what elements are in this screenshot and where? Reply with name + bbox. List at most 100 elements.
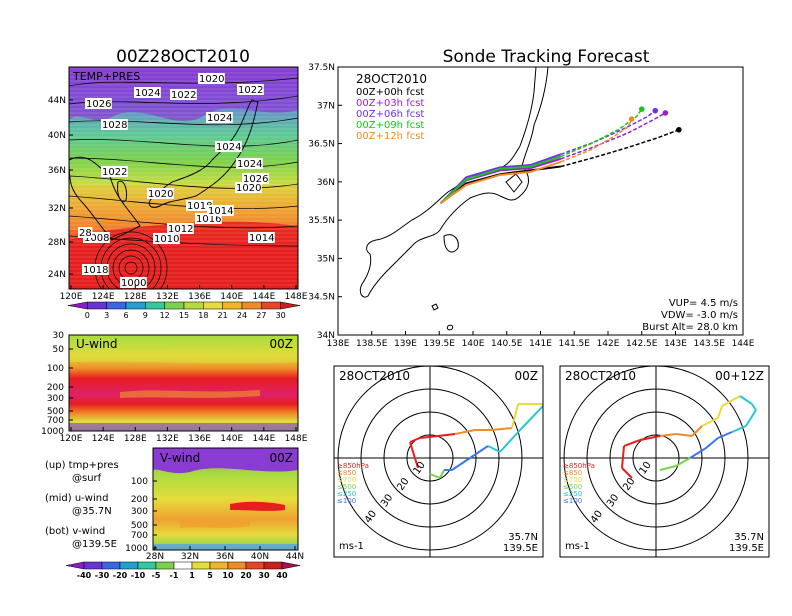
hodo-level-label: ≤850 xyxy=(337,469,356,477)
tracking-y-tick-label: 35N xyxy=(317,254,335,264)
u-x-tick-label: 132E xyxy=(156,434,179,444)
tp-label: TEMP+PRES xyxy=(72,70,140,83)
colorbar-swatch xyxy=(87,301,107,310)
u-y-tick-label: 1000 xyxy=(41,427,64,437)
colorbar-tick-label: 3 xyxy=(104,311,109,320)
hodo-trace xyxy=(487,445,501,453)
track-line-dashed xyxy=(560,108,643,158)
hodo-level-label: ≤250 xyxy=(337,490,356,498)
track-line-solid xyxy=(439,155,562,205)
pressure-label-text: 1020 xyxy=(199,74,224,85)
tracking-x-tick-label: 144E xyxy=(732,339,755,349)
hodo-frame xyxy=(559,365,770,558)
hodo-trace xyxy=(701,417,719,427)
pressure-label-text: 1008 xyxy=(84,233,109,244)
tracking-x-tick-label: 143E xyxy=(664,339,687,349)
hodo-lon: 139.5E xyxy=(729,543,764,554)
u-y-tick-label: 30 xyxy=(53,331,65,341)
u-y-tick-label: 100 xyxy=(47,364,64,374)
pressure-label-text: 1016 xyxy=(196,214,221,225)
u-x-tick-label: 128E xyxy=(124,434,147,444)
tp-y-tick-label: 44N xyxy=(48,96,66,106)
pressure-label-text: 1024 xyxy=(237,159,262,170)
pressure-label-text: 1020 xyxy=(236,183,261,194)
tp-y-tick-label: 36N xyxy=(48,166,66,176)
pressure-label: 1024 xyxy=(134,87,161,99)
pressure-label: 1026 xyxy=(242,173,269,185)
tracking-x-tick-label: 140E xyxy=(462,339,485,349)
hodo-date: 28OCT2010 xyxy=(565,369,636,383)
track-line-solid xyxy=(439,153,562,204)
u-x-tick-label: 124E xyxy=(92,434,115,444)
hodo-trace xyxy=(659,433,677,437)
tracking-y-tick-label: 37.5N xyxy=(308,63,335,73)
colorbar-tick-label: 24 xyxy=(237,311,247,320)
track-line-solid xyxy=(440,160,562,205)
pressure-label: 1008 xyxy=(83,232,110,244)
tracking-map xyxy=(338,67,743,335)
v-x-tick-label: 36N xyxy=(216,552,234,562)
hodo-trace xyxy=(621,467,633,479)
hodo-level-label: ≤500 xyxy=(563,483,582,491)
hodo-time: 00+12Z xyxy=(715,369,764,383)
pressure-label: 1024 xyxy=(215,141,242,153)
pressure-label-bg xyxy=(153,233,180,244)
hodo-level-label: ≥850hPa xyxy=(563,462,595,470)
tracking-y-tick-label: 36.5N xyxy=(308,140,335,150)
legend-up-1: (up) tmp+pres xyxy=(45,460,119,471)
hodo-trace xyxy=(511,403,519,429)
tracking-x-tick-label: 138.5E xyxy=(356,339,388,349)
tp-x-axis: 120E 124E 128E 132E 136E 140E 144E 148E xyxy=(60,285,308,302)
pressure-label: 1018 xyxy=(186,200,213,212)
pressure-label: 1018 xyxy=(82,264,109,276)
pressure-label-text: 1012 xyxy=(168,224,193,235)
u-x-tick-label: 144E xyxy=(252,434,275,444)
pressure-label: 1000 xyxy=(120,277,147,289)
tp-x-tick-label: 136E xyxy=(188,292,211,302)
hodo-level-label: ≤700 xyxy=(563,476,582,484)
pressure-label-text: 1000 xyxy=(121,278,146,289)
tp-y-axis: 44N 40N 36N 32N 28N 24N xyxy=(48,96,73,280)
hodo-bg xyxy=(334,366,543,557)
colorbar-tick-label: 1 xyxy=(189,571,195,580)
pressure-label-text: 1022 xyxy=(102,167,127,178)
colorbar-swatch xyxy=(227,561,247,570)
tracking-legend-item: 00Z+00h fcst xyxy=(356,87,424,98)
colorbar-swatch xyxy=(245,561,265,570)
track-line-dashed xyxy=(560,129,680,168)
pressure-label-bg xyxy=(248,232,275,243)
pressure-label-text: 1022 xyxy=(238,85,263,96)
tracking-x-tick-label: 138E xyxy=(327,339,350,349)
pressure-label-bg xyxy=(195,213,222,224)
colorbar-swatch xyxy=(119,561,139,570)
pressure-label-text: 1024 xyxy=(216,142,241,153)
colorbar-swatch xyxy=(261,301,281,310)
track-end-marker xyxy=(652,107,659,114)
tracking-x-tick-label: 139E xyxy=(394,339,417,349)
u-x-tick-label: 140E xyxy=(220,434,243,444)
hodo-trace xyxy=(731,425,747,433)
colorbar-tick-label: 15 xyxy=(179,311,189,320)
v-x-axis: 28N 32N 36N 40N 44N xyxy=(146,546,304,562)
colorbar-tick-label: 21 xyxy=(218,311,228,320)
tp-x-tick-label: 140E xyxy=(220,292,243,302)
v-x-tick-label: 44N xyxy=(286,552,304,562)
tracking-legend-item: 00Z+06h fcst xyxy=(356,109,424,120)
u-y-tick-label: 500 xyxy=(47,407,64,417)
colorbar-swatch xyxy=(145,301,165,310)
pressure-label: 1022 xyxy=(101,166,128,178)
pressure-label-text: 28 xyxy=(79,228,92,239)
tracking-legend-item: 00Z+09h fcst xyxy=(356,120,424,131)
legend-mid-2: @35.7N xyxy=(72,506,112,517)
colorbar-swatch xyxy=(191,561,211,570)
pressure-label-bg xyxy=(167,223,194,234)
hodo-trace xyxy=(409,441,419,469)
pressure-label-bg xyxy=(101,166,128,177)
hodo-trace xyxy=(419,435,439,439)
hodo-trace xyxy=(691,425,703,437)
pressure-label-bg xyxy=(206,112,233,123)
track-end-marker xyxy=(662,110,669,116)
track-line-dashed xyxy=(560,118,633,163)
hodo-level-label: ≤100 xyxy=(563,497,582,505)
